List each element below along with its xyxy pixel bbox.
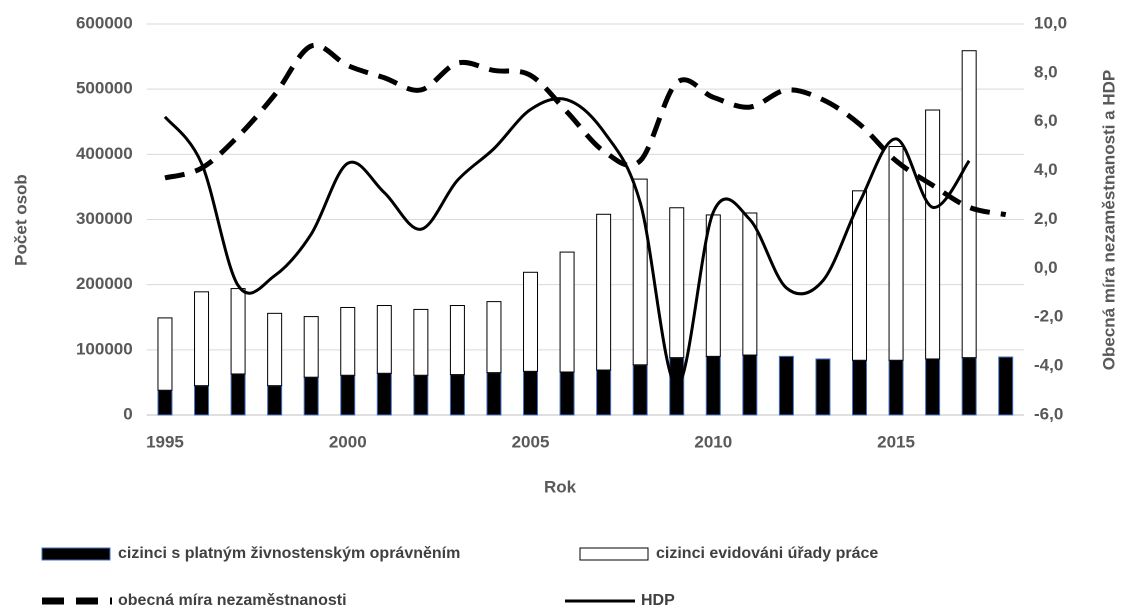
y-tick-label: 300000 <box>76 209 133 228</box>
x-tick-label: 2015 <box>877 432 915 451</box>
bar <box>742 212 758 356</box>
legend-swatch <box>41 547 111 561</box>
bar <box>303 316 319 378</box>
bar <box>157 317 173 391</box>
bar <box>413 308 429 376</box>
legend-label: cizinci s platným živnostenským oprávněn… <box>118 545 460 562</box>
y2-tick-label: 0,0 <box>1034 258 1058 277</box>
bar <box>998 356 1014 416</box>
x-tick-label: 1995 <box>146 432 184 451</box>
legend-label: cizinci evidováni úřady práce <box>656 545 878 562</box>
bar <box>925 358 941 416</box>
bar <box>596 213 612 371</box>
bar <box>230 288 246 375</box>
bar <box>486 301 502 374</box>
y2-tick-label: -6,0 <box>1034 404 1063 423</box>
bar <box>852 190 868 361</box>
bar <box>376 372 392 416</box>
bar <box>194 291 210 387</box>
bar <box>669 207 685 359</box>
bar <box>340 306 356 376</box>
bar <box>596 369 612 416</box>
y-tick-label: 600000 <box>76 13 133 32</box>
y2-tick-label: 2,0 <box>1034 209 1058 228</box>
y-tick-label: 200000 <box>76 274 133 293</box>
bar <box>559 251 575 373</box>
x-tick-label: 2000 <box>329 432 367 451</box>
bar <box>486 372 502 416</box>
bar <box>559 371 575 416</box>
y-tick-label: 400000 <box>76 144 133 163</box>
bar <box>778 355 794 416</box>
bar <box>815 358 831 416</box>
bar <box>157 389 173 416</box>
legend-swatch <box>579 547 649 561</box>
x-tick-label: 2005 <box>512 432 550 451</box>
y2-tick-label: -2,0 <box>1034 307 1063 326</box>
bar <box>632 364 648 416</box>
bar <box>888 359 904 416</box>
y2-tick-label: 6,0 <box>1034 111 1058 130</box>
bar <box>888 146 904 361</box>
bar <box>413 374 429 416</box>
bar <box>340 374 356 416</box>
y-tick-label: 100000 <box>76 339 133 358</box>
y-axis-title: Počet osob <box>11 174 30 266</box>
y2-tick-label: 8,0 <box>1034 62 1058 81</box>
legend-label: obecná míra nezaměstnanosti <box>118 592 347 609</box>
x-tick-label: 2010 <box>694 432 732 451</box>
bar <box>303 376 319 416</box>
y2-tick-label: 4,0 <box>1034 160 1058 179</box>
bar <box>705 355 721 416</box>
bar <box>523 271 539 372</box>
bar <box>925 109 941 360</box>
bar <box>267 385 283 416</box>
bar <box>961 50 977 359</box>
dashed-line <box>164 42 1007 218</box>
bar <box>961 357 977 416</box>
bar <box>376 305 392 374</box>
bar <box>523 370 539 416</box>
bar <box>230 373 246 416</box>
bar <box>852 359 868 416</box>
y2-axis-title: Obecná míra nezaměstnanosti a HDP <box>1099 70 1118 370</box>
y-tick-label: 500000 <box>76 79 133 98</box>
legend-label: HDP <box>641 592 675 609</box>
bar <box>449 305 465 376</box>
bar <box>632 178 648 366</box>
y2-tick-label: 10,0 <box>1034 13 1067 32</box>
x-axis-title: Rok <box>544 477 577 496</box>
bar <box>267 312 283 387</box>
line <box>163 97 971 388</box>
bar <box>194 385 210 416</box>
bar <box>742 354 758 416</box>
bar <box>449 374 465 416</box>
y2-tick-label: -4,0 <box>1034 356 1063 375</box>
y-tick-label: 0 <box>123 404 132 423</box>
